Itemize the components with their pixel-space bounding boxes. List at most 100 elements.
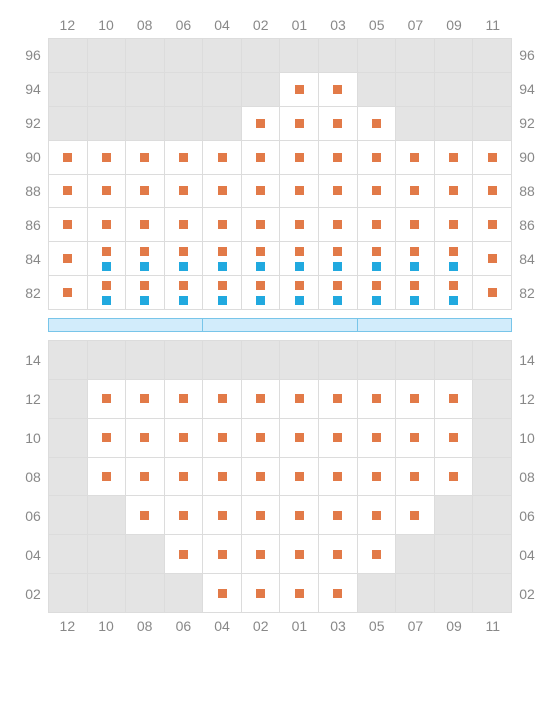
seat-cell[interactable]: [396, 276, 435, 310]
seat-cell[interactable]: [396, 458, 435, 497]
seat-cell[interactable]: [396, 419, 435, 458]
seat-cell[interactable]: [319, 574, 358, 613]
seat-cell[interactable]: [203, 574, 242, 613]
seat-cell[interactable]: [280, 458, 319, 497]
seat-cell[interactable]: [358, 276, 397, 310]
seat-cell[interactable]: [396, 208, 435, 242]
seat-cell[interactable]: [319, 419, 358, 458]
seat-cell[interactable]: [280, 419, 319, 458]
seat-cell[interactable]: [88, 208, 127, 242]
seat-cell[interactable]: [473, 276, 512, 310]
seat-cell[interactable]: [126, 419, 165, 458]
seat-cell[interactable]: [88, 276, 127, 310]
seat-cell[interactable]: [319, 141, 358, 175]
seat-cell[interactable]: [280, 242, 319, 276]
seat-cell[interactable]: [49, 242, 88, 276]
seat-cell[interactable]: [358, 141, 397, 175]
seat-cell[interactable]: [165, 380, 204, 419]
seat-cell[interactable]: [396, 141, 435, 175]
seat-cell[interactable]: [358, 380, 397, 419]
seat-cell[interactable]: [126, 175, 165, 209]
seat-cell[interactable]: [203, 242, 242, 276]
seat-cell[interactable]: [319, 107, 358, 141]
seat-cell[interactable]: [358, 175, 397, 209]
seat-cell[interactable]: [203, 419, 242, 458]
seat-cell[interactable]: [242, 242, 281, 276]
seat-cell[interactable]: [242, 175, 281, 209]
seat-cell[interactable]: [435, 380, 474, 419]
seat-cell[interactable]: [126, 496, 165, 535]
seat-cell[interactable]: [165, 496, 204, 535]
seat-cell[interactable]: [280, 276, 319, 310]
seat-cell[interactable]: [49, 175, 88, 209]
seat-cell[interactable]: [203, 380, 242, 419]
seat-cell[interactable]: [396, 496, 435, 535]
seat-cell[interactable]: [203, 141, 242, 175]
seat-cell[interactable]: [280, 175, 319, 209]
seat-cell[interactable]: [242, 276, 281, 310]
seat-cell[interactable]: [126, 458, 165, 497]
seat-cell[interactable]: [396, 242, 435, 276]
seat-cell[interactable]: [242, 141, 281, 175]
seat-cell[interactable]: [165, 535, 204, 574]
seat-cell[interactable]: [473, 141, 512, 175]
seat-cell[interactable]: [165, 276, 204, 310]
seat-cell[interactable]: [165, 458, 204, 497]
seat-cell[interactable]: [203, 208, 242, 242]
seat-cell[interactable]: [473, 242, 512, 276]
seat-cell[interactable]: [280, 496, 319, 535]
seat-cell[interactable]: [319, 276, 358, 310]
seat-cell[interactable]: [126, 276, 165, 310]
seat-cell[interactable]: [126, 242, 165, 276]
seat-cell[interactable]: [242, 458, 281, 497]
seat-cell[interactable]: [396, 175, 435, 209]
seat-cell[interactable]: [280, 380, 319, 419]
seat-cell[interactable]: [319, 535, 358, 574]
seat-cell[interactable]: [242, 496, 281, 535]
seat-cell[interactable]: [358, 419, 397, 458]
seat-cell[interactable]: [280, 107, 319, 141]
seat-cell[interactable]: [165, 208, 204, 242]
seat-cell[interactable]: [319, 496, 358, 535]
seat-cell[interactable]: [280, 141, 319, 175]
seat-cell[interactable]: [473, 175, 512, 209]
seat-cell[interactable]: [319, 175, 358, 209]
seat-cell[interactable]: [319, 380, 358, 419]
seat-cell[interactable]: [280, 73, 319, 107]
seat-cell[interactable]: [319, 73, 358, 107]
seat-cell[interactable]: [358, 496, 397, 535]
seat-cell[interactable]: [396, 380, 435, 419]
seat-cell[interactable]: [165, 175, 204, 209]
seat-cell[interactable]: [165, 419, 204, 458]
seat-cell[interactable]: [435, 419, 474, 458]
seat-cell[interactable]: [203, 276, 242, 310]
seat-cell[interactable]: [49, 276, 88, 310]
seat-cell[interactable]: [165, 141, 204, 175]
seat-cell[interactable]: [358, 208, 397, 242]
seat-cell[interactable]: [126, 141, 165, 175]
seat-cell[interactable]: [242, 107, 281, 141]
seat-cell[interactable]: [126, 208, 165, 242]
seat-cell[interactable]: [319, 242, 358, 276]
seat-cell[interactable]: [242, 208, 281, 242]
seat-cell[interactable]: [280, 208, 319, 242]
seat-cell[interactable]: [435, 242, 474, 276]
seat-cell[interactable]: [49, 208, 88, 242]
seat-cell[interactable]: [203, 458, 242, 497]
seat-cell[interactable]: [88, 141, 127, 175]
seat-cell[interactable]: [88, 242, 127, 276]
seat-cell[interactable]: [126, 380, 165, 419]
seat-cell[interactable]: [358, 458, 397, 497]
seat-cell[interactable]: [280, 535, 319, 574]
seat-cell[interactable]: [203, 175, 242, 209]
seat-cell[interactable]: [88, 175, 127, 209]
seat-cell[interactable]: [203, 496, 242, 535]
seat-cell[interactable]: [435, 276, 474, 310]
seat-cell[interactable]: [435, 141, 474, 175]
seat-cell[interactable]: [88, 458, 127, 497]
seat-cell[interactable]: [165, 242, 204, 276]
seat-cell[interactable]: [242, 419, 281, 458]
seat-cell[interactable]: [242, 380, 281, 419]
seat-cell[interactable]: [242, 535, 281, 574]
seat-cell[interactable]: [435, 175, 474, 209]
